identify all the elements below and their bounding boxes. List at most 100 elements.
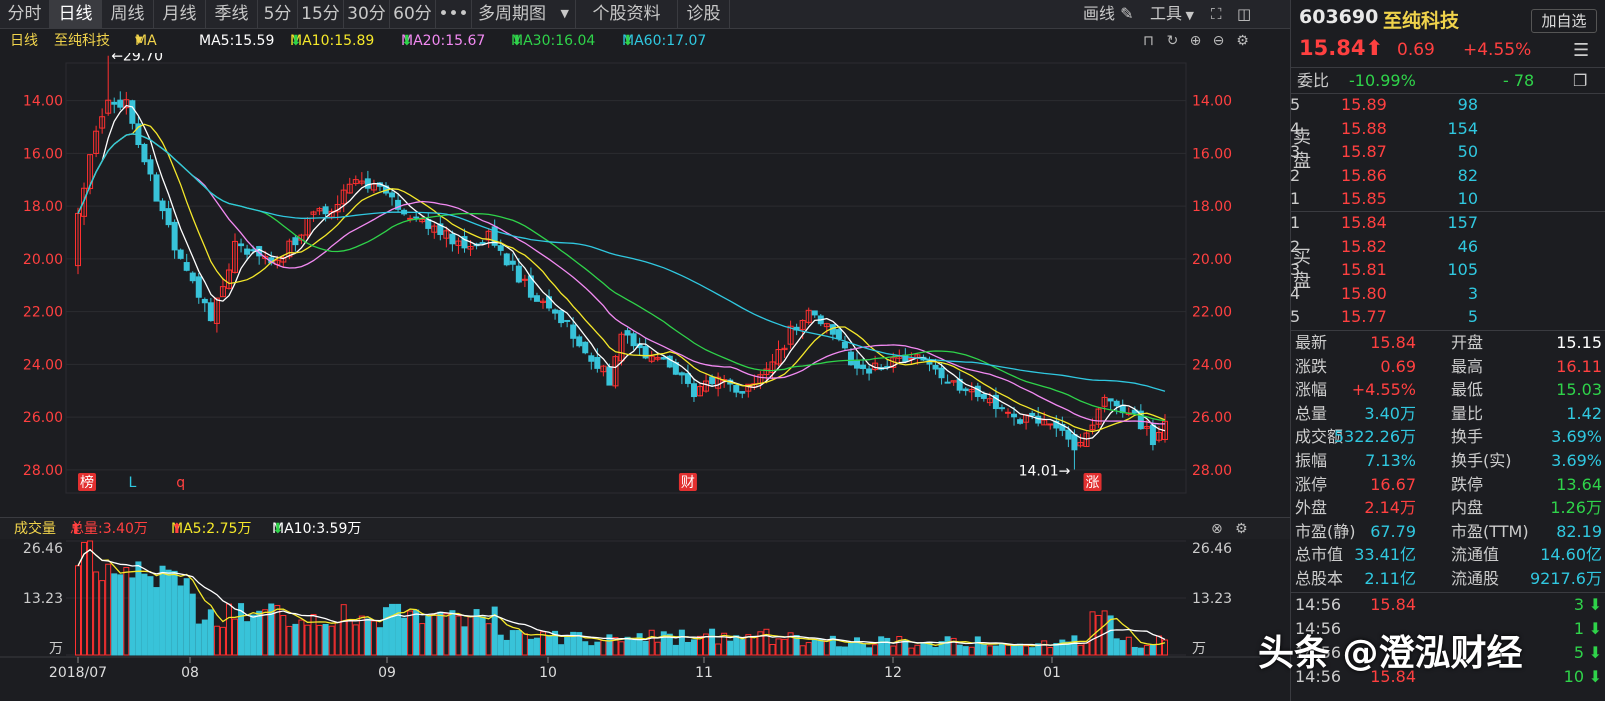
settings-gear-icon[interactable]: ⚙ [1236,33,1249,49]
volume-bar [183,578,190,656]
buy-volume: 105 [1447,260,1478,280]
stat-label: 流通值 [1451,545,1500,565]
volume-bar [660,631,667,656]
volume-bar [690,639,697,656]
ma10-text: MA10:15.89 [290,33,375,49]
tab-monthly[interactable]: 月线 [154,0,206,29]
candle-body [485,230,492,241]
lock-icon[interactable]: ⊓ [1143,33,1154,49]
volume-bar [479,616,486,656]
candle-body [1071,434,1078,451]
tab-60min[interactable]: 60分 [390,0,436,29]
candle-body [364,178,371,189]
event-marker[interactable] [78,473,96,491]
close-icon[interactable]: ⊗ [1211,521,1223,537]
stock-code: 603690 [1299,6,1379,28]
arrow-up-icon: ⬆ [70,521,82,537]
volume-bar [684,641,691,656]
event-marker[interactable] [1083,473,1102,491]
menu-icon[interactable]: ☰ [1573,40,1590,61]
volume-total-text: 总量:3.40万 [70,521,148,537]
volume-bar [769,644,776,656]
candle-body [491,226,498,246]
tab-quarterly[interactable]: 季线 [206,0,258,29]
order-row: 1 15.85 10 [1290,187,1605,210]
stat-row: 涨跌 0.69 最高 16.11 [1291,355,1605,378]
sell-price: 15.88 [1341,118,1387,138]
volume-bar [533,637,540,656]
volume-bar [678,629,685,656]
candle-body [811,310,818,316]
stat-label: 总股本 [1295,569,1344,588]
volume-bar [636,633,643,656]
candle-body [570,324,577,339]
volume-bar [1125,636,1132,656]
fullscreen-icon[interactable]: ⛶ [1211,5,1222,23]
zoom-out-icon[interactable]: ⊖ [1212,33,1225,49]
stat-label: 最低 [1451,380,1484,400]
volume-bar [956,644,963,656]
candle-body [600,365,607,373]
ma20-text: MA20:15.67 [401,33,486,49]
tab-5min[interactable]: 5分 [258,0,298,29]
order-row: 3 15.87 50 [1290,140,1605,163]
tab-15min[interactable]: 15分 [298,0,344,29]
refresh-icon[interactable]: ↻ [1166,33,1179,49]
trade-volume: 5 [1573,643,1584,662]
stat-value: 0.69 [1380,356,1416,376]
buy-volume: 157 [1447,213,1478,232]
copy-icon[interactable]: ❐ [1573,71,1588,90]
tab-weekly[interactable]: 周线 [102,0,154,29]
trade-time: 14:56 [1295,667,1342,686]
draw-line-button[interactable]: 画线 ✎ [1083,0,1134,29]
candle-body [1143,426,1150,429]
volume-bar [793,635,800,656]
stat-value: 67.79 [1370,521,1416,541]
candle-body [443,230,450,239]
kline-chart[interactable]: 28.00 28.00 26.00 26.00 24.00 24.00 22.00 22.00… [0,53,1260,517]
candle-body [703,380,710,392]
candle-body [552,309,559,314]
sidebar-toggle-icon[interactable]: ◫ [1237,5,1252,23]
volume-bar [847,641,854,656]
tools-dropdown[interactable]: 工具 ▼ [1150,0,1194,29]
more-periods-button[interactable]: ••• [436,0,472,29]
stat-label: 总量 [1295,403,1328,423]
candle-body [159,200,166,212]
volume-bar [322,623,329,656]
volume-bar [624,636,631,656]
volume-legend: 成交量 总量:3.40万 ⬆ MA5:2.75万 ⬆ MA10:3.59万 ⬇ ⊗ ⚙ [0,517,1290,539]
zoom-in-icon[interactable]: ⊕ [1189,33,1202,49]
multi-period-dropdown[interactable]: 多周期图 ▼ [472,0,576,29]
ma-selector-label: MA [135,33,157,49]
candle-body [1035,415,1042,424]
candle-body [733,384,740,393]
ma60-text: MA60:17.07 [622,33,707,49]
volume-bar [171,570,178,656]
candle-body [974,385,981,398]
diagnose-tab[interactable]: 诊股 [678,0,730,29]
arrow-down-icon: ⬇ [272,521,284,537]
event-marker[interactable] [678,473,697,491]
tab-daily[interactable]: 日线 [50,0,102,29]
tab-intraday[interactable]: 分时 [0,0,50,29]
volume-bar [1059,639,1066,656]
candle-body [763,368,770,376]
buy-volume: 3 [1467,283,1478,303]
volume-bar [1035,643,1042,656]
settings-gear-icon[interactable]: ⚙ [1235,521,1248,537]
volume-bar [884,637,891,656]
candle-body [250,249,257,252]
stat-row: 总量 3.40万 量比 1.42 [1291,402,1605,425]
volume-chart[interactable]: 26.46 26.46 13.23 13.23 万 万 2018/07 08 09 10 11 12 0… [0,539,1260,701]
volume-bar [316,624,323,656]
volume-bar [93,571,100,656]
event-marker-label: q [176,475,185,491]
add-watchlist-button[interactable]: 加自选 [1531,9,1597,33]
tab-30min[interactable]: 30分 [344,0,390,29]
order-row: 2 15.82 46 [1290,235,1605,258]
volume-bar [902,639,909,656]
volume-bar [558,644,565,656]
quote-panel: 603690 至纯科技 加自选 15.84⬆ 0.69 +4.55% ☰ 委比 … [1290,0,1605,701]
stock-info-tab[interactable]: 个股资料 [576,0,678,29]
